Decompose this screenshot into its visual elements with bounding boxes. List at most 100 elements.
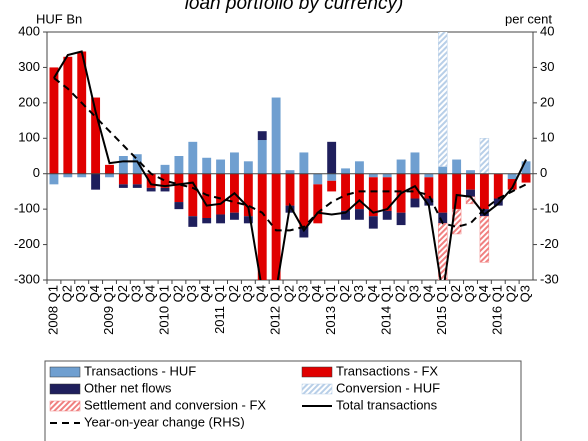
y2-tick-label: 10 (540, 130, 554, 145)
bar (479, 209, 489, 217)
bar (91, 173, 101, 190)
x-tick-label: Q3 (129, 285, 144, 302)
x-tick-label: 2011 Q1 (212, 285, 227, 334)
bar (368, 173, 378, 178)
legend-swatch (49, 366, 81, 378)
bar (438, 173, 448, 213)
bar (243, 161, 253, 174)
bar (285, 170, 295, 174)
bar (493, 198, 503, 206)
bar (77, 51, 87, 174)
bar (438, 32, 448, 167)
x-tick-label: 2013 Q1 (323, 285, 338, 335)
bar (202, 157, 212, 174)
x-tick-label: Q4 (365, 285, 380, 302)
bar (105, 173, 114, 178)
bar (521, 161, 531, 174)
x-tick-label: Q3 (406, 285, 421, 302)
y-tick-label: -100 (14, 201, 40, 216)
bar (368, 177, 378, 217)
bar (174, 202, 184, 210)
x-tick-label: 2009 Q1 (101, 285, 116, 335)
legend-label: Settlement and conversion - FX (84, 397, 266, 412)
bar (271, 173, 281, 280)
bar (479, 215, 490, 263)
bar (132, 154, 142, 174)
y2-tick-label: -10 (540, 201, 559, 216)
x-tick-label: Q4 (309, 285, 324, 302)
x-tick-label: Q2 (393, 285, 408, 302)
bar (91, 97, 101, 174)
legend-swatch (301, 366, 333, 378)
bar (424, 198, 434, 206)
x-tick-label: Q4 (254, 285, 269, 302)
bar (466, 170, 475, 174)
x-tick-label: 2014 Q1 (379, 285, 394, 335)
bar (299, 226, 309, 238)
bar (49, 173, 59, 185)
x-tick-label: Q3 (240, 285, 255, 302)
bar (49, 67, 59, 174)
bar (382, 210, 392, 220)
y2-tick-label: 30 (540, 59, 554, 74)
bar (174, 173, 184, 203)
bar (466, 189, 475, 197)
bar (396, 159, 406, 174)
bar (452, 173, 462, 210)
x-tick-label: Q2 (170, 285, 185, 302)
y2-tick-label: -30 (540, 271, 559, 286)
bar (341, 168, 350, 174)
bar (438, 212, 448, 224)
y2-axis-label: per cent (505, 11, 552, 26)
bar (410, 198, 420, 208)
legend-box (44, 360, 522, 441)
x-tick-label: Q3 (351, 285, 366, 302)
bar (188, 173, 198, 217)
legend-label: Total transactions (336, 397, 438, 412)
bar (452, 159, 462, 174)
x-tick-label: Q2 (115, 285, 130, 302)
bar (230, 152, 239, 174)
bar (327, 180, 337, 192)
x-tick-label: Q3 (184, 285, 199, 302)
bar (424, 177, 434, 199)
x-tick-label: Q3 (462, 285, 477, 302)
x-tick-label: Q2 (226, 285, 241, 302)
y2-tick-label: 0 (540, 165, 547, 180)
bar (493, 173, 503, 199)
bar (202, 218, 212, 224)
line-series (53, 77, 527, 232)
legend-swatch (301, 383, 333, 395)
legend-label: Other net flows (84, 380, 172, 395)
bar (105, 164, 114, 174)
bar (327, 141, 337, 174)
x-tick-label: 2008 Q1 (45, 285, 60, 335)
plot-frame (46, 31, 534, 281)
y-tick-label: 400 (18, 23, 40, 38)
bar (521, 173, 531, 183)
bar (63, 173, 73, 178)
bar (368, 216, 378, 229)
bar (257, 173, 267, 280)
bar (118, 173, 128, 185)
legend-label: Transactions - HUF (84, 363, 196, 378)
bar (188, 216, 198, 227)
bar (132, 184, 142, 188)
y2-tick-label: 40 (540, 23, 554, 38)
chart-title: loan portfolio by currency) (185, 0, 404, 14)
bar (243, 216, 253, 224)
y-tick-label: 0 (33, 165, 40, 180)
bar (382, 173, 392, 178)
x-tick-label: Q3 (517, 285, 532, 302)
x-tick-label: Q2 (448, 285, 463, 302)
bar (410, 152, 420, 174)
bar (160, 173, 170, 188)
bar (285, 173, 295, 206)
bar (299, 152, 309, 174)
bar (63, 56, 73, 174)
plot-area (47, 32, 533, 280)
legend-swatch (49, 383, 81, 395)
bar (77, 173, 87, 178)
bar (257, 131, 267, 141)
